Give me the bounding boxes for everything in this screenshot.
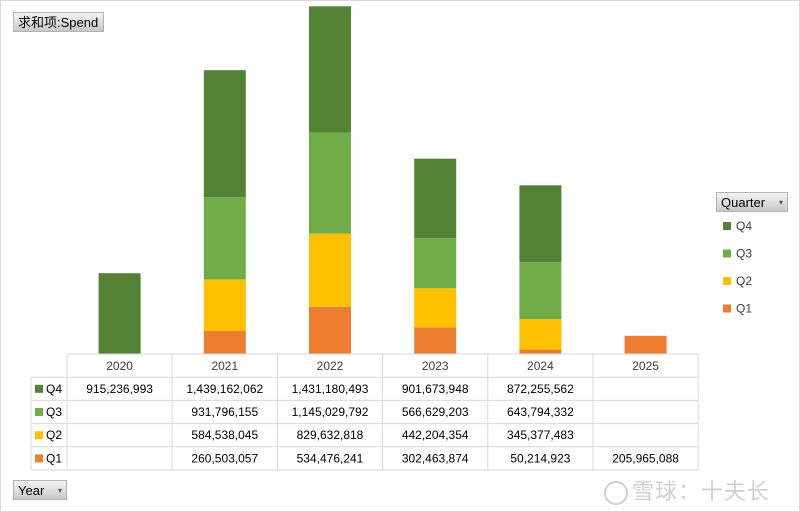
bar-q1-2024 [519, 349, 562, 354]
column-field-label: Quarter [721, 195, 766, 210]
watermark-text: 雪球：十夫长 [632, 480, 771, 505]
table-cell-q1-2025: 205,965,088 [612, 451, 679, 465]
bar-q3-2021 [203, 197, 246, 280]
table-cell-q2-2023: 442,204,354 [402, 428, 469, 442]
legend-key-q3 [723, 249, 731, 258]
bar-q1-2025 [624, 335, 667, 354]
table-row-label-q1: Q1 [46, 451, 62, 465]
table-row-label-q2: Q2 [46, 428, 62, 442]
table-key-q4 [35, 384, 43, 393]
table-cell-q4-2020: 915,236,993 [86, 382, 153, 396]
column-field-button[interactable]: Quarter ▾ [716, 192, 788, 212]
table-cell-q1-2021: 260,503,057 [191, 451, 258, 465]
table-cell-q2-2024: 345,377,483 [507, 428, 574, 442]
legend-label-q3: Q3 [736, 247, 752, 261]
legend-label-q4: Q4 [736, 219, 752, 233]
legend-label-q1: Q1 [736, 302, 752, 316]
bar-q4-2021 [203, 70, 246, 198]
x-tick-label-2025: 2025 [632, 359, 659, 373]
table-cell-q1-2022: 534,476,241 [297, 451, 364, 465]
table-cell-q3-2021: 931,796,155 [191, 405, 258, 419]
table-cell-q3-2023: 566,629,203 [402, 405, 469, 419]
bar-q1-2022 [309, 306, 351, 354]
legend-key-q4 [723, 222, 731, 230]
bar-q2-2021 [203, 279, 246, 331]
table-cell-q4-2024: 872,255,562 [507, 382, 574, 396]
x-tick-label-2024: 2024 [527, 359, 554, 373]
table-cell-q1-2024: 50,214,923 [510, 451, 570, 465]
table-row-label-q3: Q3 [46, 405, 62, 419]
x-tick-label-2020: 2020 [106, 359, 133, 373]
bar-q4-2020 [98, 273, 141, 354]
row-field-button[interactable]: Year ▾ [13, 480, 67, 500]
x-tick-label-2022: 2022 [317, 359, 344, 373]
bar-q1-2021 [203, 331, 246, 354]
bar-q3-2022 [309, 132, 351, 234]
table-key-q3 [35, 408, 43, 416]
table-row-label-q4: Q4 [46, 382, 62, 396]
bar-q4-2024 [519, 185, 562, 263]
snowball-logo-icon [604, 481, 628, 505]
table-cell-q4-2023: 901,673,948 [402, 382, 469, 396]
bar-q3-2024 [519, 262, 562, 320]
table-cell-q3-2022: 1,145,029,792 [292, 405, 369, 419]
bar-q2-2024 [519, 319, 562, 350]
bar-q1-2023 [414, 327, 457, 354]
watermark: 雪球：十夫长 [604, 474, 770, 506]
bar-q2-2022 [309, 233, 351, 307]
dropdown-arrow-icon: ▾ [57, 486, 62, 495]
bar-q4-2023 [414, 158, 457, 239]
table-cell-q2-2021: 584,538,045 [191, 428, 258, 442]
value-field-label: 求和项:Spend [18, 15, 99, 30]
bar-q2-2023 [414, 288, 457, 328]
x-tick-label-2021: 2021 [211, 359, 238, 373]
value-field-button[interactable]: 求和项:Spend [13, 12, 104, 32]
x-tick-label-2023: 2023 [422, 359, 449, 373]
table-cell-q2-2022: 829,632,818 [297, 428, 364, 442]
table-key-q1 [35, 454, 43, 463]
table-cell-q4-2022: 1,431,180,493 [292, 382, 369, 396]
table-cell-q1-2023: 302,463,874 [402, 451, 469, 465]
table-key-q2 [35, 431, 43, 440]
table-cell-q3-2024: 643,794,332 [507, 405, 574, 419]
legend-key-q1 [723, 304, 731, 313]
table-cell-q4-2021: 1,439,162,062 [186, 382, 263, 396]
legend-key-q2 [723, 277, 731, 285]
row-field-label: Year [18, 483, 45, 498]
dropdown-arrow-icon: ▾ [778, 198, 783, 207]
legend-label-q2: Q2 [736, 274, 752, 288]
bar-q3-2023 [414, 238, 457, 289]
bar-q4-2022 [309, 6, 351, 133]
